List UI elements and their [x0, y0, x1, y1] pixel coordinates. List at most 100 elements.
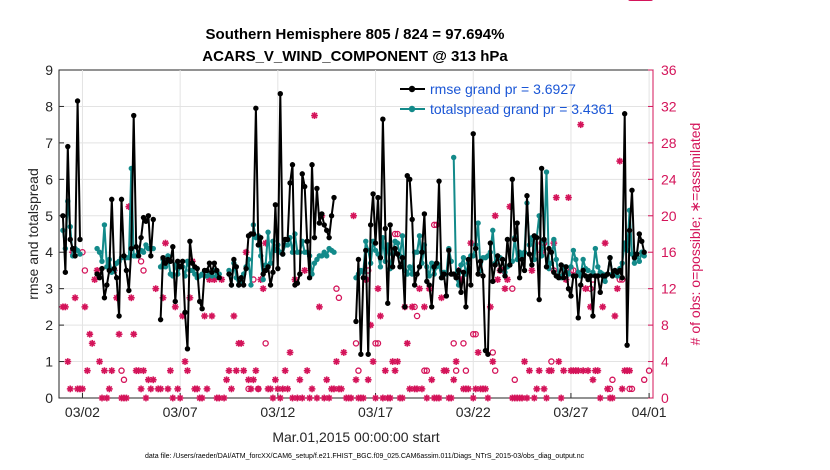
obs-assimilated-point: [115, 330, 123, 338]
rmse-point: [275, 265, 281, 272]
obs-possible-point: [491, 367, 499, 374]
obs-assimilated-point: [105, 385, 113, 393]
obs-assimilated-point: [186, 294, 194, 302]
rmse-point: [65, 143, 71, 150]
obs-assimilated-point: [438, 294, 445, 302]
obs-assimilated-point: [157, 385, 165, 393]
rmse-point: [509, 176, 516, 183]
rmse-point: [619, 275, 625, 281]
totalspread-point: [96, 249, 103, 255]
rmse-point: [250, 231, 257, 237]
obs-assimilated-point: [418, 385, 426, 393]
obs-assimilated-point: [379, 394, 387, 402]
rmse-point: [492, 262, 498, 268]
obs-possible-point: [255, 385, 262, 393]
obs-assimilated-point: [315, 303, 323, 311]
rmse-point: [629, 187, 635, 193]
rmse-point: [280, 251, 286, 257]
obs-assimilated-point: [286, 349, 294, 356]
obs-assimilated-point: [350, 212, 357, 220]
obs-assimilated-point: [552, 194, 560, 201]
rmse-series: [60, 90, 647, 357]
obs-assimilated-point: [577, 121, 585, 129]
totalspread-point: [399, 233, 406, 239]
rmse-point: [314, 185, 320, 192]
obs-assimilated-point: [381, 367, 389, 375]
obs-assimilated-point: [130, 330, 138, 338]
obs-assimilated-point: [174, 385, 182, 393]
obs-assimilated-point: [137, 385, 145, 393]
obs-assimilated-point: [369, 358, 377, 365]
obs-assimilated-point: [71, 294, 79, 302]
obs-assimilated-point: [169, 394, 177, 402]
obs-assimilated-point: [325, 394, 333, 402]
obs-assimilated-point: [589, 376, 597, 384]
obs-assimilated-point: [452, 358, 460, 365]
rmse-point: [370, 191, 376, 197]
rmse-point: [267, 282, 274, 288]
obs-assimilated-point: [232, 367, 240, 375]
obs-possible-point: [489, 349, 497, 356]
obs-assimilated-point: [184, 367, 191, 375]
totalspread-point: [553, 256, 559, 263]
rmse-point: [228, 282, 235, 288]
rmse-point: [634, 251, 640, 257]
obs-assimilated-point: [386, 394, 394, 402]
obs-assimilated-point: [435, 394, 443, 402]
rmse-point: [641, 249, 647, 255]
rmse-point: [72, 253, 78, 259]
rmse-point: [597, 289, 603, 296]
rmse-point: [470, 131, 476, 137]
totalspread-point: [377, 264, 384, 270]
rmse-point: [133, 244, 139, 250]
y-right-tick-label: 36: [661, 62, 677, 78]
rmse-point: [67, 236, 73, 243]
obs-assimilated-point: [96, 358, 103, 365]
obs-possible-point: [352, 340, 360, 347]
totalspread-point: [407, 264, 413, 270]
y-right-tick-label: 24: [661, 171, 677, 187]
y-left-tick-label: 5: [45, 208, 53, 224]
obs-assimilated-point: [469, 394, 477, 402]
rmse-point: [536, 296, 542, 303]
rmse-point: [96, 275, 103, 281]
rmse-point: [106, 267, 113, 274]
rmse-point: [123, 267, 130, 274]
obs-assimilated-point: [162, 239, 169, 247]
obs-assimilated-point: [521, 358, 528, 365]
obs-possible-point: [137, 258, 145, 265]
rmse-point: [118, 196, 125, 203]
obs-possible-point: [626, 385, 633, 393]
rmse-point: [385, 300, 391, 306]
rmse-point: [590, 313, 596, 319]
rmse-point: [277, 90, 283, 97]
totalspread-point: [363, 238, 369, 244]
obs-assimilated-point: [447, 394, 455, 402]
y-left-tick-label: 1: [45, 354, 53, 370]
rmse-point: [99, 265, 105, 272]
legend-rmse-label: rmse grand pr = 3.6927: [430, 81, 576, 97]
x-tick-label: 03/02: [65, 404, 100, 420]
obs-assimilated-point: [557, 394, 565, 402]
y-left-tick-label: 2: [45, 317, 53, 333]
y-left-tick-label: 8: [45, 98, 53, 114]
totalspread-point: [460, 254, 467, 261]
rmse-point: [60, 213, 66, 219]
rmse-point: [365, 351, 371, 357]
y-right-tick-label: 16: [661, 244, 677, 260]
rmse-line: [61, 100, 81, 274]
rmse-point: [621, 111, 628, 117]
plot-area: [58, 69, 654, 399]
obs-assimilated-point: [599, 303, 607, 311]
rmse-point: [529, 262, 535, 268]
rmse-point: [548, 249, 555, 255]
obs-assimilated-point: [609, 394, 616, 402]
rmse-point: [297, 271, 303, 277]
obs-assimilated-point: [140, 367, 147, 375]
y-axis-right: 0 4 8 12 16 20 24 28 32 36: [648, 62, 677, 406]
rmse-point: [377, 254, 384, 261]
obs-possible-point: [645, 367, 653, 374]
totalspread-point: [580, 256, 586, 263]
obs-assimilated-point: [142, 394, 150, 402]
